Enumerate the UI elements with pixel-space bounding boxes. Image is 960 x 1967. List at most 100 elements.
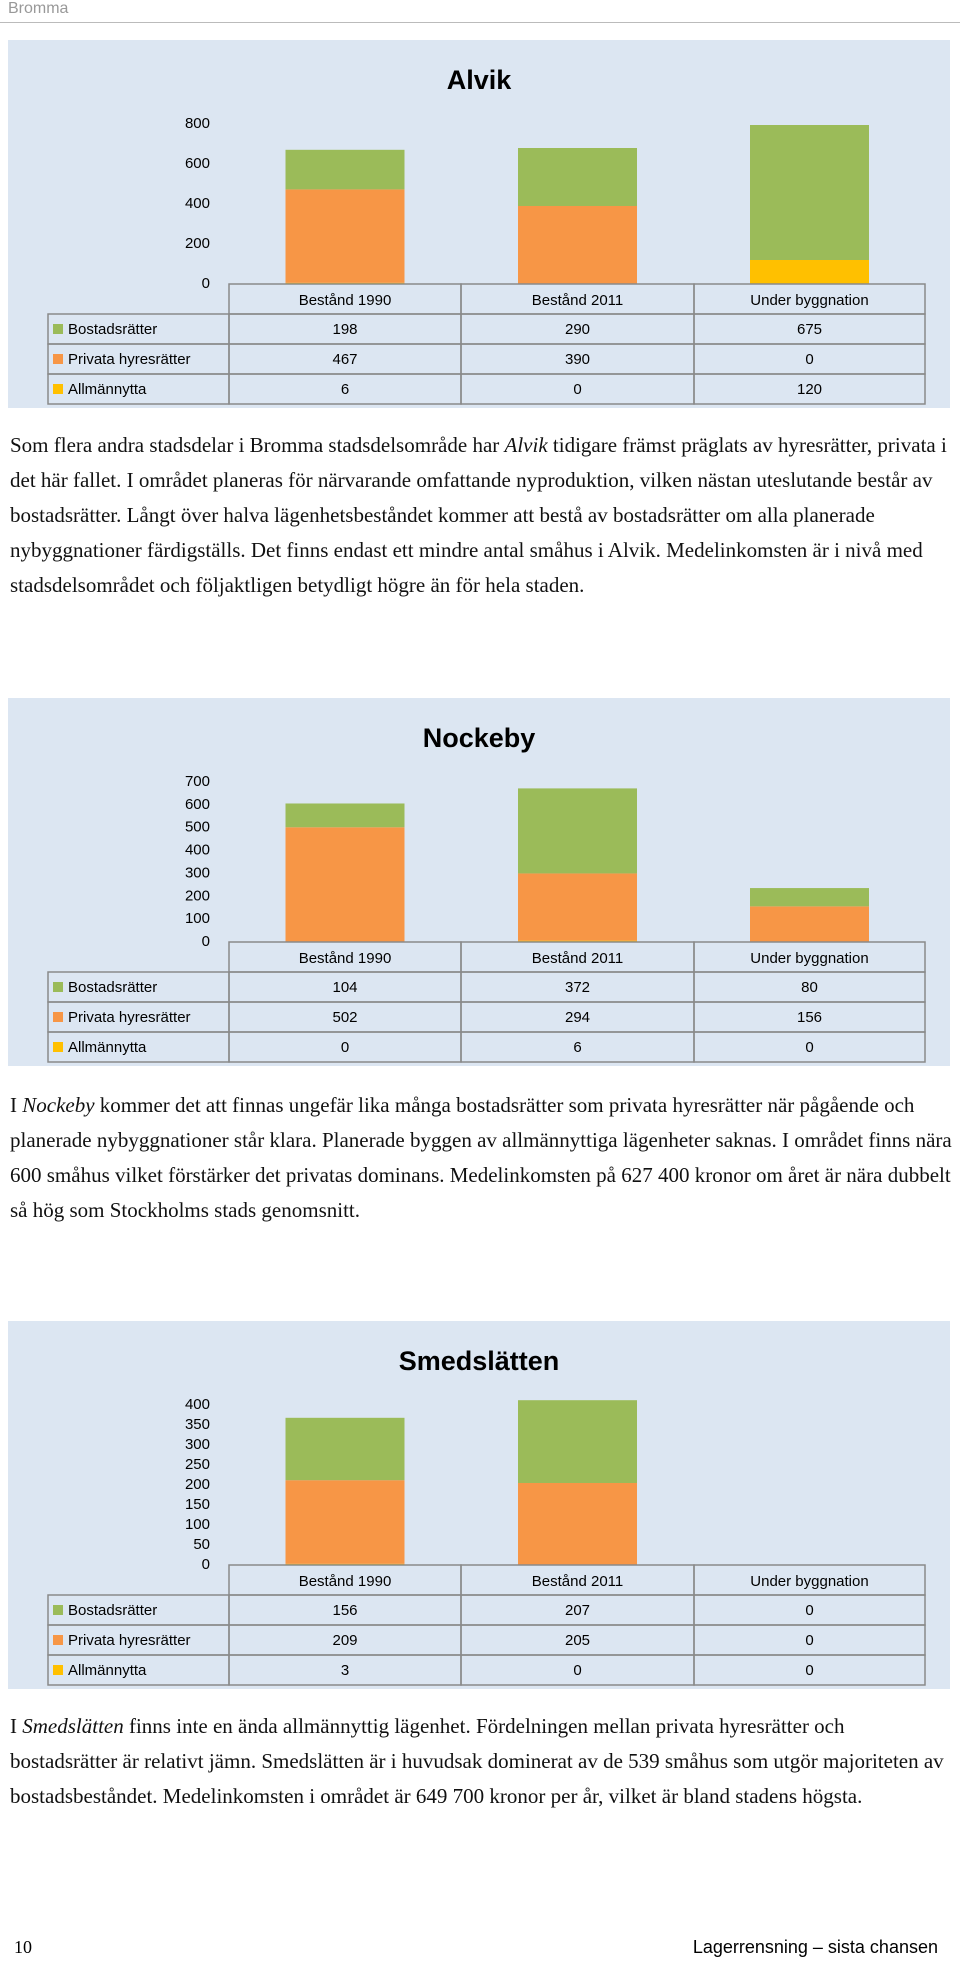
- table-value: 0: [805, 1632, 813, 1649]
- bar-segment: [285, 189, 405, 283]
- table-value: 0: [573, 381, 581, 398]
- category-label: Bestånd 2011: [532, 950, 623, 967]
- table-value: 0: [805, 1662, 813, 1679]
- table-value: 0: [573, 1662, 581, 1679]
- table-value: 205: [565, 1632, 590, 1649]
- table-value: 0: [805, 1602, 813, 1619]
- bar-segment: [285, 1417, 405, 1481]
- chart: Smedslätten050100150200250300350400Bestå…: [47, 1346, 926, 1686]
- legend-label: Privata hyresrätter: [68, 1632, 191, 1649]
- bar-segment: [750, 125, 869, 260]
- header-rule: [0, 22, 960, 23]
- table-value: 80: [801, 979, 818, 996]
- legend-swatch: [53, 1665, 63, 1675]
- text-run: Alvik: [504, 433, 548, 457]
- category-label: Bestånd 2011: [532, 1573, 623, 1590]
- y-tick-label: 300: [185, 1436, 210, 1453]
- category-label: Under byggnation: [750, 292, 868, 309]
- legend-label: Allmännytta: [68, 381, 147, 398]
- legend-label: Bostadsrätter: [68, 979, 157, 996]
- y-tick-label: 800: [185, 115, 210, 132]
- y-tick-label: 0: [202, 1556, 210, 1573]
- table-value: 372: [565, 979, 590, 996]
- table-value: 294: [565, 1009, 590, 1026]
- table-value: 390: [565, 351, 590, 368]
- legend-swatch: [53, 1042, 63, 1052]
- legend-swatch: [53, 982, 63, 992]
- category-label: Bestånd 2011: [532, 292, 623, 309]
- header-title: Bromma: [8, 0, 69, 17]
- y-tick-label: 0: [202, 933, 210, 950]
- bar-segment: [750, 260, 869, 284]
- y-tick-label: 200: [185, 887, 210, 904]
- bar-segment: [750, 906, 869, 942]
- category-label: Bestånd 1990: [299, 292, 392, 309]
- y-tick-label: 400: [185, 195, 210, 212]
- bar-segment: [518, 1483, 637, 1565]
- text-run: I: [10, 1093, 23, 1117]
- footer-title: Lagerrensning – sista chansen: [692, 1937, 938, 1957]
- chart-title: Nockeby: [423, 723, 536, 753]
- category-label: Bestånd 1990: [299, 1573, 392, 1590]
- text-run: kommer det att finnas ungefär lika många…: [10, 1093, 952, 1222]
- table-value: 120: [797, 381, 822, 398]
- text-run: finns inte en ända allmännyttig lägenhet…: [10, 1714, 944, 1808]
- y-tick-label: 350: [185, 1416, 210, 1433]
- page-number: 10: [14, 1937, 32, 1957]
- table-value: 6: [341, 381, 349, 398]
- bar-segment: [518, 206, 637, 284]
- table-value: 207: [565, 1602, 590, 1619]
- text-run: I: [10, 1714, 23, 1738]
- paragraph: I Nockeby kommer det att finnas ungefär …: [10, 1088, 952, 1228]
- bar-segment: [518, 873, 637, 941]
- legend-label: Bostadsrätter: [68, 321, 157, 338]
- y-tick-label: 50: [193, 1536, 210, 1553]
- y-tick-label: 400: [185, 842, 210, 859]
- paragraph: I Smedslätten finns inte en ända allmänn…: [10, 1709, 952, 1814]
- paragraph: Som flera andra stadsdelar i Bromma stad…: [10, 428, 952, 603]
- bar-segment: [285, 827, 405, 942]
- text-run: Nockeby: [22, 1093, 95, 1117]
- bar-segment: [285, 1480, 405, 1564]
- legend-swatch: [53, 1635, 63, 1645]
- text-run: Smedslätten: [22, 1714, 124, 1738]
- legend-label: Bostadsrätter: [68, 1602, 157, 1619]
- category-label: Bestånd 1990: [299, 950, 392, 967]
- y-tick-label: 600: [185, 796, 210, 813]
- table-value: 467: [332, 351, 357, 368]
- table-value: 0: [341, 1039, 349, 1056]
- bar-segment: [518, 788, 637, 874]
- y-tick-label: 100: [185, 1516, 210, 1533]
- legend-label: Privata hyresrätter: [68, 351, 191, 368]
- legend-swatch: [53, 1012, 63, 1022]
- y-tick-label: 500: [185, 819, 210, 836]
- legend-swatch: [53, 324, 63, 334]
- table-value: 209: [332, 1632, 357, 1649]
- legend-label: Allmännytta: [68, 1662, 147, 1679]
- bar-segment: [518, 1400, 637, 1483]
- chart-panel: Alvik 0 200 400 600 800 Bestånd 1990 Bestånd 20…: [8, 40, 950, 408]
- table-value: 104: [332, 979, 357, 996]
- table-value: 675: [797, 321, 822, 338]
- legend-label: Allmännytta: [68, 1039, 147, 1056]
- chart-panel: Nockeby 0 100 200 300 400 500 600 700 Bestånd 199…: [8, 698, 950, 1066]
- y-tick-label: 200: [185, 1476, 210, 1493]
- table-cell: [693, 373, 926, 405]
- text-run: tidigare främst präglats av hyresrätter,…: [10, 433, 947, 597]
- bar-segment: [518, 148, 637, 206]
- bar-segment: [750, 888, 869, 907]
- table-value: 3: [341, 1662, 349, 1679]
- legend-swatch: [53, 1605, 63, 1615]
- bar-segment: [285, 803, 405, 828]
- table-value: 156: [797, 1009, 822, 1026]
- y-tick-label: 600: [185, 155, 210, 172]
- category-label: Under byggnation: [750, 950, 868, 967]
- table-value: 156: [332, 1602, 357, 1619]
- table-cell: [693, 1654, 926, 1686]
- chart-panel: Smedslätten 0 50 100 150 200 250 300 350 400 Bestå…: [8, 1321, 950, 1689]
- y-tick-label: 700: [185, 773, 210, 790]
- y-tick-label: 400: [185, 1396, 210, 1413]
- y-tick-label: 300: [185, 864, 210, 881]
